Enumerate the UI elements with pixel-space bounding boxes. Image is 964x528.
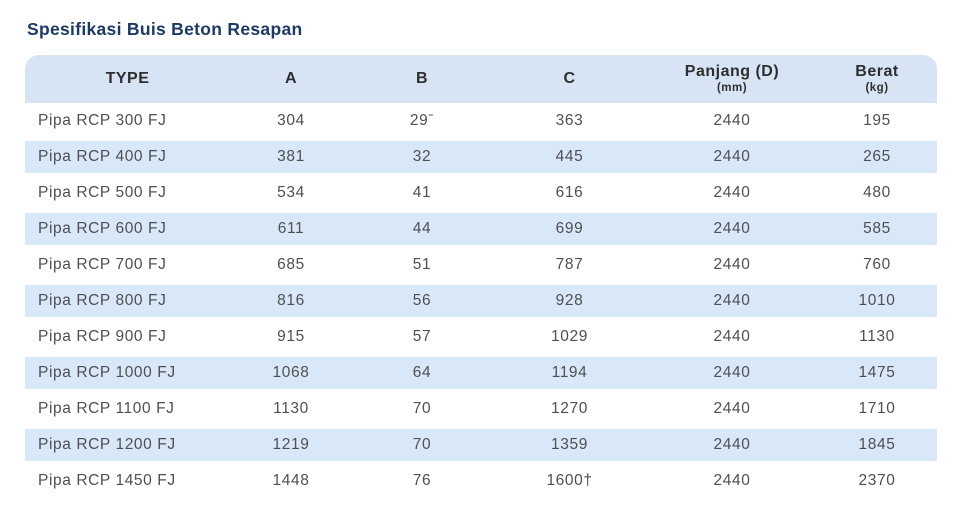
- table-row: Pipa RCP 1100 FJ 1130 70 1270 2440 1710: [25, 391, 937, 427]
- cell-type: Pipa RCP 700 FJ: [25, 247, 230, 283]
- cell-type: Pipa RCP 300 FJ: [25, 103, 230, 139]
- table-row: Pipa RCP 700 FJ 685 51 787 2440 760: [25, 247, 937, 283]
- column-header-label: B: [415, 69, 429, 87]
- table-row: Pipa RCP 1450 FJ 1448 76 1600† 2440 2370: [25, 463, 937, 499]
- cell-type: Pipa RCP 1000 FJ: [25, 355, 230, 391]
- cell-berat: 1710: [817, 391, 937, 427]
- cell-type: Pipa RCP 1200 FJ: [25, 427, 230, 463]
- table-row: Pipa RCP 400 FJ 381 32 445 2440 265: [25, 139, 937, 175]
- column-header-d: Panjang (D) (mm): [647, 55, 817, 103]
- cell-a: 381: [230, 139, 352, 175]
- cell-berat: 1130: [817, 319, 937, 355]
- cell-d: 2440: [647, 463, 817, 499]
- cell-a: 1068: [230, 355, 352, 391]
- cell-c: 1600†: [492, 463, 647, 499]
- cell-berat: 2370: [817, 463, 937, 499]
- column-header-c: C: [492, 55, 647, 103]
- cell-type: Pipa RCP 500 FJ: [25, 175, 230, 211]
- column-header-label: A: [284, 69, 298, 87]
- cell-a: 1448: [230, 463, 352, 499]
- cell-c: 928: [492, 283, 647, 319]
- cell-b: 44: [352, 211, 492, 247]
- cell-type: Pipa RCP 900 FJ: [25, 319, 230, 355]
- cell-a: 915: [230, 319, 352, 355]
- cell-c: 1029: [492, 319, 647, 355]
- cell-d: 2440: [647, 391, 817, 427]
- cell-b: 56: [352, 283, 492, 319]
- cell-c: 699: [492, 211, 647, 247]
- cell-berat: 760: [817, 247, 937, 283]
- cell-c: 1359: [492, 427, 647, 463]
- table-row: Pipa RCP 600 FJ 611 44 699 2440 585: [25, 211, 937, 247]
- cell-b: 64: [352, 355, 492, 391]
- table-row: Pipa RCP 1000 FJ 1068 64 1194 2440 1475: [25, 355, 937, 391]
- column-header-label: C: [563, 69, 576, 87]
- cell-b: 70: [352, 391, 492, 427]
- cell-c: 1194: [492, 355, 647, 391]
- cell-type: Pipa RCP 400 FJ: [25, 139, 230, 175]
- cell-a: 611: [230, 211, 352, 247]
- cell-type: Pipa RCP 600 FJ: [25, 211, 230, 247]
- cell-berat: 480: [817, 175, 937, 211]
- column-header-unit: (mm): [716, 81, 748, 94]
- cell-b: 41: [352, 175, 492, 211]
- table-row: Pipa RCP 300 FJ 304 29ˉ 363 2440 195: [25, 103, 937, 139]
- cell-type: Pipa RCP 1450 FJ: [25, 463, 230, 499]
- cell-d: 2440: [647, 283, 817, 319]
- cell-berat: 1475: [817, 355, 937, 391]
- cell-a: 304: [230, 103, 352, 139]
- cell-a: 816: [230, 283, 352, 319]
- cell-b: 76: [352, 463, 492, 499]
- table-header-row: TYPE A B C Panjang (D) (mm) Berat (kg): [25, 55, 937, 103]
- cell-d: 2440: [647, 211, 817, 247]
- cell-type: Pipa RCP 800 FJ: [25, 283, 230, 319]
- cell-c: 787: [492, 247, 647, 283]
- column-header-b: B: [352, 55, 492, 103]
- table-row: Pipa RCP 1200 FJ 1219 70 1359 2440 1845: [25, 427, 937, 463]
- cell-d: 2440: [647, 175, 817, 211]
- table-row: Pipa RCP 900 FJ 915 57 1029 2440 1130: [25, 319, 937, 355]
- column-header-berat: Berat (kg): [817, 55, 937, 103]
- cell-berat: 1845: [817, 427, 937, 463]
- column-header-a: A: [230, 55, 352, 103]
- cell-a: 534: [230, 175, 352, 211]
- spec-table: TYPE A B C Panjang (D) (mm) Berat (kg) Pipa RCP…: [25, 55, 937, 499]
- cell-berat: 265: [817, 139, 937, 175]
- column-header-label: TYPE: [105, 69, 150, 87]
- cell-b: 32: [352, 139, 492, 175]
- cell-a: 1219: [230, 427, 352, 463]
- cell-d: 2440: [647, 139, 817, 175]
- cell-a: 685: [230, 247, 352, 283]
- cell-c: 445: [492, 139, 647, 175]
- cell-d: 2440: [647, 319, 817, 355]
- cell-b: 51: [352, 247, 492, 283]
- table-row: Pipa RCP 500 FJ 534 41 616 2440 480: [25, 175, 937, 211]
- cell-b: 57: [352, 319, 492, 355]
- cell-c: 1270: [492, 391, 647, 427]
- page-title: Spesifikasi Buis Beton Resapan: [27, 19, 303, 39]
- cell-b: 70: [352, 427, 492, 463]
- cell-b: 29ˉ: [352, 103, 492, 139]
- cell-d: 2440: [647, 355, 817, 391]
- column-header-type: TYPE: [25, 55, 230, 103]
- cell-d: 2440: [647, 103, 817, 139]
- cell-berat: 1010: [817, 283, 937, 319]
- column-header-label: Berat: [855, 63, 899, 81]
- column-header-label: Panjang (D): [684, 63, 780, 81]
- cell-c: 616: [492, 175, 647, 211]
- cell-d: 2440: [647, 427, 817, 463]
- cell-d: 2440: [647, 247, 817, 283]
- cell-berat: 195: [817, 103, 937, 139]
- cell-type: Pipa RCP 1100 FJ: [25, 391, 230, 427]
- column-header-unit: (kg): [865, 81, 889, 94]
- table-row: Pipa RCP 800 FJ 816 56 928 2440 1010: [25, 283, 937, 319]
- cell-c: 363: [492, 103, 647, 139]
- cell-berat: 585: [817, 211, 937, 247]
- cell-a: 1130: [230, 391, 352, 427]
